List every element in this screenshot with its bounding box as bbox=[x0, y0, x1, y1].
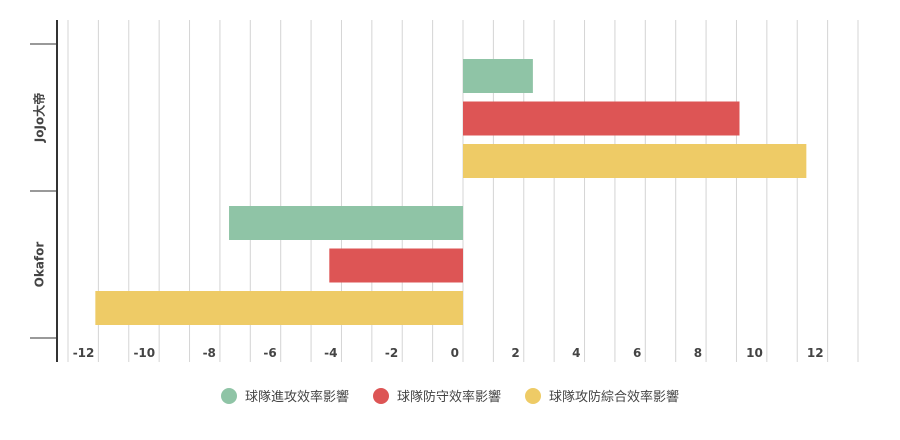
legend-label: 球隊攻防綜合效率影響 bbox=[549, 390, 680, 405]
category-labels: JoJo大帝 Okafor bbox=[32, 93, 47, 288]
bar-3-1 bbox=[463, 144, 807, 178]
legend-swatch bbox=[525, 387, 541, 404]
legend: 球隊進攻效率影響 球隊防守效率影響 球隊攻防綜合效率影響 bbox=[0, 386, 900, 405]
x-tick-label: 0 bbox=[451, 346, 459, 360]
x-tick-label: -6 bbox=[263, 346, 276, 360]
bar-3-2 bbox=[95, 291, 463, 325]
legend-item-3: 球隊攻防綜合效率影響 bbox=[525, 386, 679, 405]
x-tick-label: -8 bbox=[203, 346, 216, 360]
bar-chart: -12 -10 -8 -6 -4 -2 0 2 4 6 8 10 12 JoJo大帝 Okafor bbox=[30, 20, 859, 362]
legend-swatch bbox=[372, 387, 389, 404]
legend-item-1: 球隊進攻效率影響 bbox=[220, 386, 349, 405]
bar-1-2 bbox=[229, 206, 463, 240]
x-tick-label: 4 bbox=[572, 346, 580, 360]
legend-swatch bbox=[220, 387, 237, 404]
bar-2-1 bbox=[463, 101, 740, 136]
x-tick-label: 10 bbox=[746, 346, 763, 360]
axes bbox=[30, 20, 58, 362]
legend-label: 球隊進攻效率影響 bbox=[244, 390, 349, 405]
x-tick-label: -4 bbox=[324, 346, 337, 360]
category-label: Okafor bbox=[33, 242, 47, 288]
bars bbox=[95, 59, 807, 325]
x-tick-label: -2 bbox=[385, 346, 398, 360]
x-tick-label: -12 bbox=[73, 346, 95, 360]
x-tick-label: 8 bbox=[694, 346, 702, 360]
legend-label: 球隊防守效率影響 bbox=[396, 390, 501, 405]
bar-1-1 bbox=[463, 59, 533, 93]
category-label: JoJo大帝 bbox=[32, 93, 47, 143]
x-tick-label: 6 bbox=[633, 346, 641, 360]
bar-2-2 bbox=[329, 248, 463, 283]
legend-item-2: 球隊防守效率影響 bbox=[372, 386, 501, 405]
tick-labels: -12 -10 -8 -6 -4 -2 0 2 4 6 8 10 12 bbox=[73, 346, 824, 360]
x-tick-label: 2 bbox=[511, 346, 519, 360]
x-tick-label: -10 bbox=[133, 346, 155, 360]
x-tick-label: 12 bbox=[807, 346, 824, 360]
